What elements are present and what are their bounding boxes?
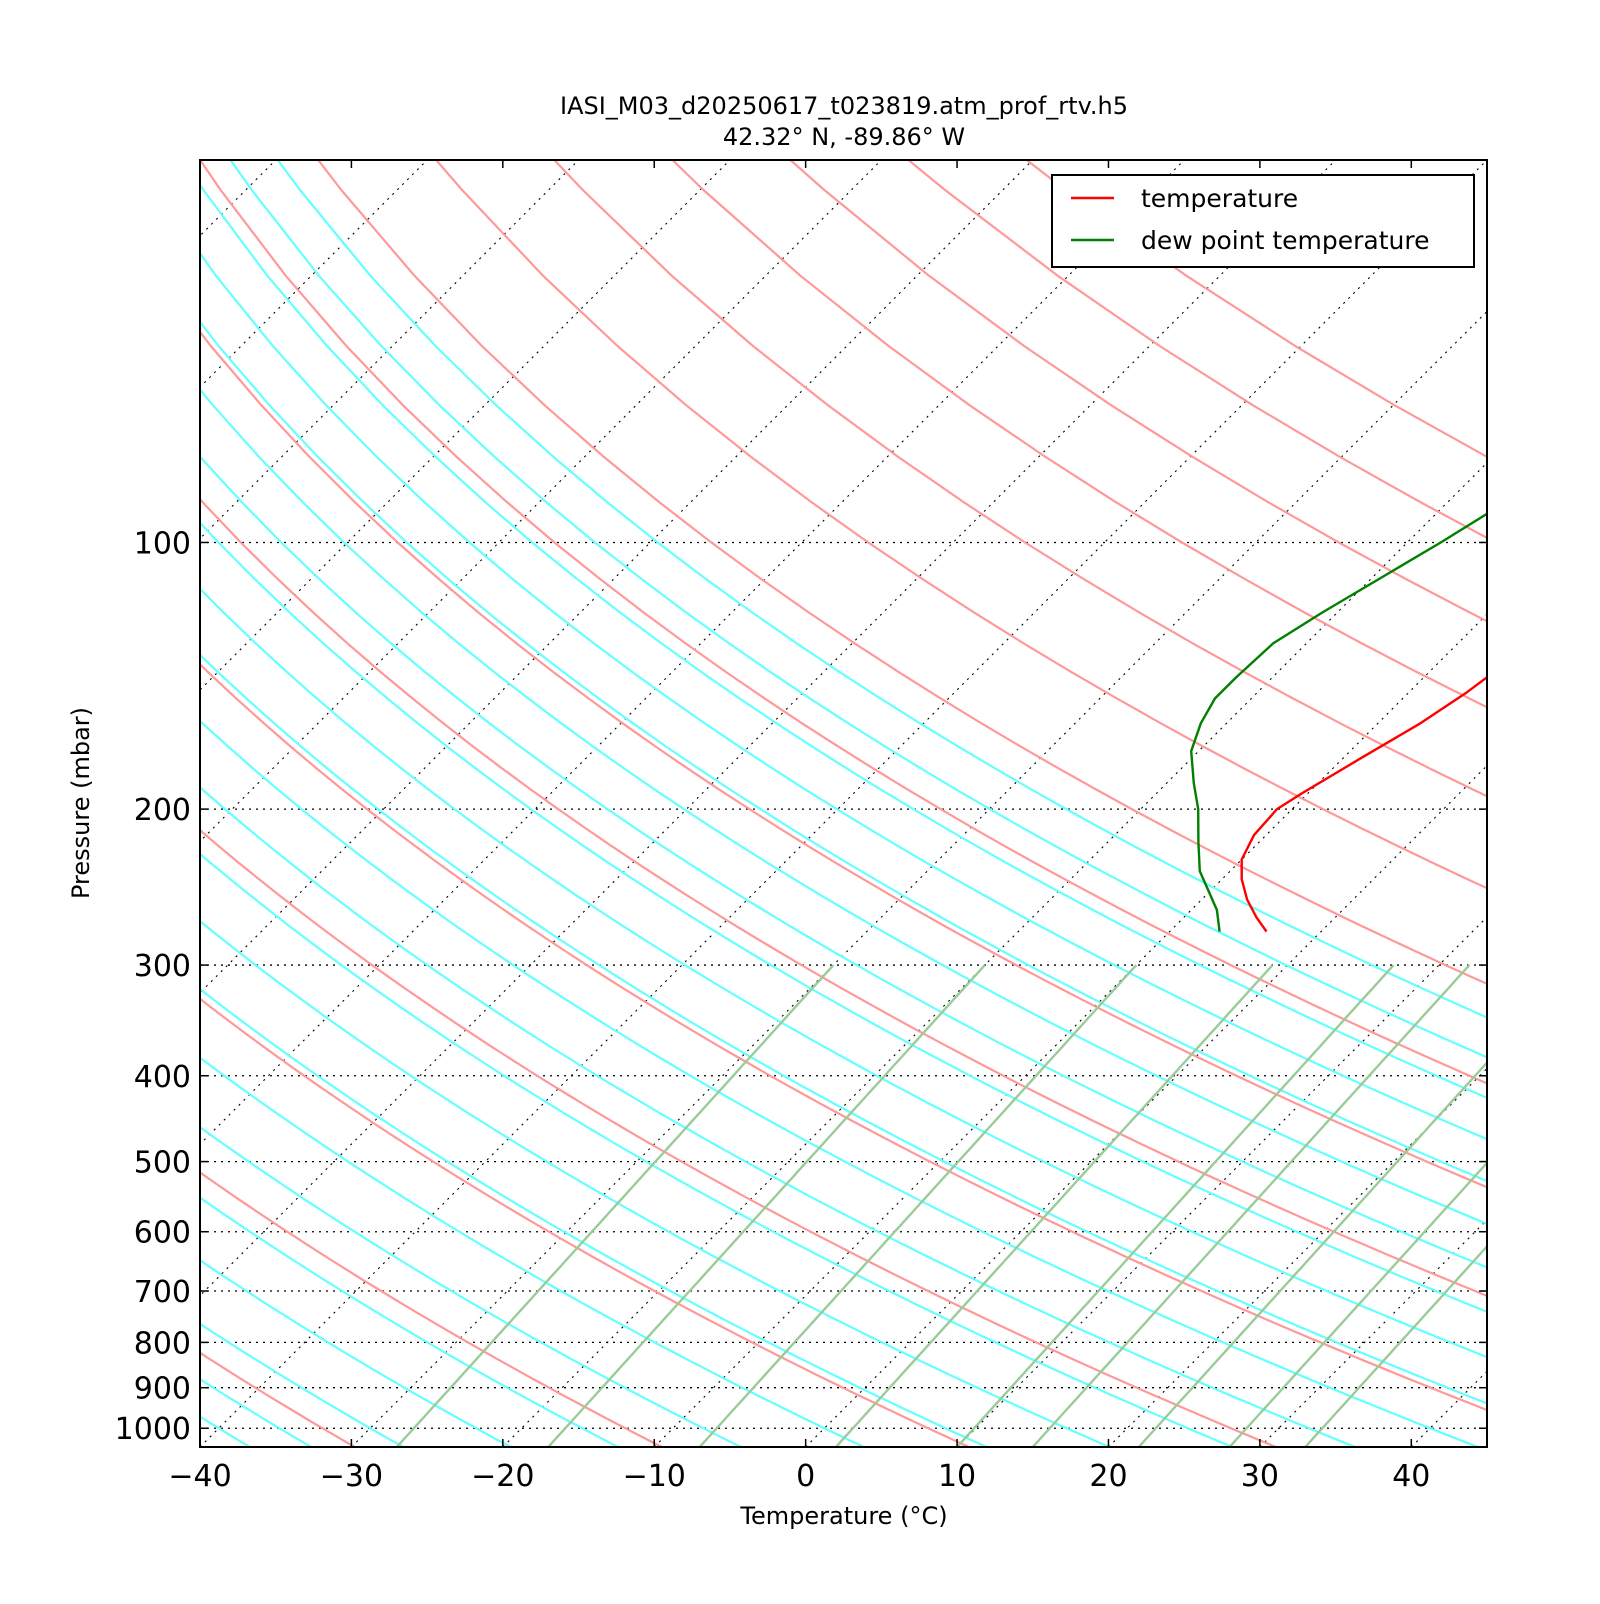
x-tick-label: 20 [1089, 1459, 1127, 1494]
y-tick-label: 200 [134, 793, 191, 828]
y-tick-label: 400 [134, 1060, 191, 1095]
x-tick-label: −20 [471, 1459, 534, 1494]
x-tick-label: −40 [168, 1459, 231, 1494]
legend: temperature dew point temperature [1052, 175, 1474, 267]
x-tick-label: −10 [623, 1459, 686, 1494]
legend-label-temperature: temperature [1141, 184, 1298, 213]
x-axis-label: Temperature (°C) [739, 1502, 947, 1530]
y-tick-label: 800 [134, 1326, 191, 1361]
y-tick-label: 100 [134, 526, 191, 561]
y-tick-label: 300 [134, 949, 191, 984]
x-tick-label: −30 [320, 1459, 383, 1494]
chart-subtitle: 42.32° N, -89.86° W [723, 123, 965, 151]
legend-label-dewpoint: dew point temperature [1141, 226, 1430, 255]
y-tick-label: 900 [134, 1372, 191, 1407]
y-axis-label: Pressure (mbar) [67, 707, 95, 899]
y-tick-label: 1000 [115, 1412, 191, 1447]
x-tick-label: 10 [938, 1459, 976, 1494]
y-tick-label: 700 [134, 1275, 191, 1310]
x-tick-label: 30 [1241, 1459, 1279, 1494]
x-tick-label: 40 [1392, 1459, 1430, 1494]
chart-title: IASI_M03_d20250617_t023819.atm_prof_rtv.… [560, 92, 1128, 120]
y-tick-label: 600 [134, 1216, 191, 1251]
x-tick-label: 0 [796, 1459, 815, 1494]
y-tick-label: 500 [134, 1146, 191, 1181]
x-tick-labels: −40 −30 −20 −10 0 10 20 30 40 [168, 1459, 1430, 1494]
